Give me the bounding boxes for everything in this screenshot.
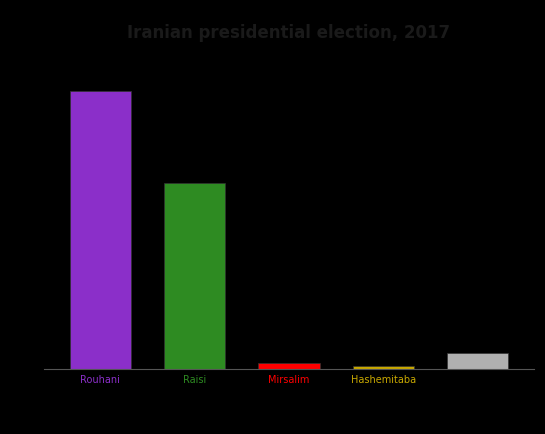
Title: Iranian presidential election, 2017: Iranian presidential election, 2017 <box>128 24 450 42</box>
Bar <box>70 92 131 369</box>
Bar <box>447 354 508 369</box>
Bar <box>164 183 225 369</box>
Bar <box>258 363 319 369</box>
Bar <box>353 366 414 369</box>
